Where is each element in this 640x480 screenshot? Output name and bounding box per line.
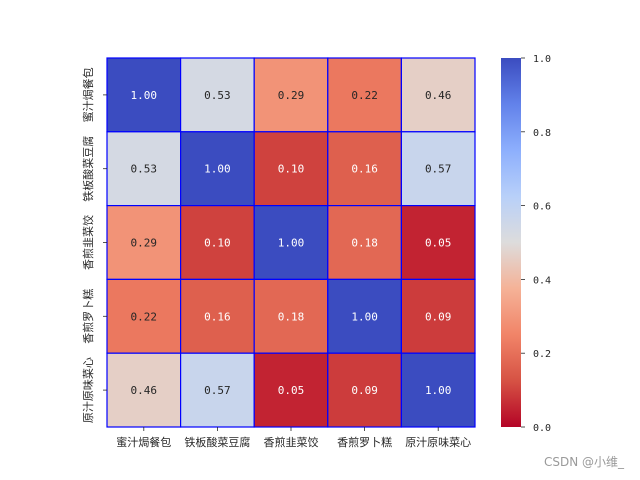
cell-value-label: 0.10 <box>204 237 231 250</box>
column-tick-label: 原汁原味菜心 <box>405 436 471 449</box>
column-tick-label: 铁板酸菜豆腐 <box>184 435 250 449</box>
row-tick-label: 铁板酸菜豆腐 <box>81 136 95 202</box>
cell-value-label: 0.10 <box>278 163 305 176</box>
row-tick-label: 原汁原味菜心 <box>82 357 95 423</box>
colorbar <box>501 58 521 427</box>
colorbar-tick-label: 0.8 <box>533 128 551 139</box>
cell-value-label: 1.00 <box>351 310 378 323</box>
heatmap-cell <box>253 278 329 354</box>
heatmap-cells <box>106 57 476 428</box>
heatmap-cell <box>253 57 329 133</box>
cell-value-label: 0.05 <box>278 384 305 397</box>
cell-value-label: 0.18 <box>351 237 378 250</box>
heatmap-cell <box>180 352 255 428</box>
heatmap-cell <box>180 57 255 133</box>
colorbar-tick-label: 0.2 <box>533 349 551 360</box>
heatmap-cell <box>327 205 402 281</box>
column-tick-label: 香煎罗卜糕 <box>337 435 392 449</box>
colorbar-tick-label: 0.6 <box>533 202 551 213</box>
row-tick-label: 蜜汁焗餐包 <box>81 67 95 122</box>
cell-value-label: 0.46 <box>131 384 158 397</box>
cell-value-label: 0.18 <box>278 310 305 323</box>
colorbar-tick-label: 0.0 <box>533 423 551 434</box>
cell-value-label: 1.00 <box>204 163 231 176</box>
cell-value-label: 0.53 <box>131 163 158 176</box>
cell-value-label: 0.29 <box>278 89 305 102</box>
cell-value-label: 0.46 <box>425 89 452 102</box>
cell-value-label: 0.16 <box>204 310 231 323</box>
cell-value-label: 0.22 <box>131 310 158 323</box>
heatmap-cell <box>180 205 255 281</box>
heatmap-cell <box>253 352 329 428</box>
column-tick-label: 蜜汁焗餐包 <box>116 435 171 449</box>
cell-value-label: 0.09 <box>425 310 452 323</box>
colorbar-tick-label: 0.4 <box>533 275 551 286</box>
cell-value-label: 0.53 <box>204 89 231 102</box>
heatmap-cell <box>180 278 255 354</box>
column-tick-labels: 蜜汁焗餐包 铁板酸菜豆腐 香煎韭菜饺 香煎罗卜糕 原汁原味菜心 <box>116 427 471 449</box>
heatmap-cell <box>327 278 402 354</box>
colorbar-ticks: 0.0 0.2 0.4 0.6 0.8 1.0 <box>521 54 551 434</box>
cell-value-label: 0.05 <box>425 237 452 250</box>
heatmap-cell <box>400 131 476 207</box>
column-tick-label: 香煎韭菜饺 <box>264 435 319 449</box>
heatmap-cell <box>106 57 182 133</box>
cell-value-label: 0.16 <box>351 163 378 176</box>
cell-value-label: 0.09 <box>351 384 378 397</box>
cell-value-label: 1.00 <box>278 237 305 250</box>
heatmap-cell <box>400 278 476 354</box>
cell-value-label: 0.22 <box>351 89 378 102</box>
colorbar-tick-label: 1.0 <box>533 54 551 65</box>
row-tick-label: 香煎韭菜饺 <box>81 215 95 270</box>
cell-value-label: 0.57 <box>425 163 452 176</box>
cell-value-label: 1.00 <box>425 384 452 397</box>
cell-value-label: 1.00 <box>131 89 158 102</box>
cell-value-label: 0.29 <box>131 237 158 250</box>
watermark: CSDN @小维_ <box>543 455 624 469</box>
row-tick-label: 香煎罗卜糕 <box>81 289 95 344</box>
heatmap-cell <box>253 131 329 207</box>
heatmap-cell-labels: 1.00 0.53 0.29 0.22 0.46 0.53 1.00 0.10 0.16 0.57… <box>131 89 452 397</box>
heatmap-cell <box>106 352 182 428</box>
cell-value-label: 0.57 <box>204 384 231 397</box>
heatmap-cell <box>400 352 476 428</box>
